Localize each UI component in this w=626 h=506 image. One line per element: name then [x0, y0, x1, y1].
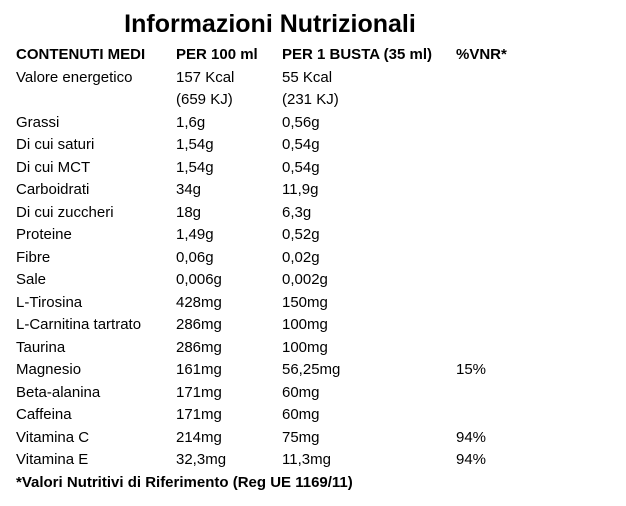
header-cell: CONTENUTI MEDI	[16, 46, 146, 63]
header-cell: %VNR*	[456, 46, 507, 63]
cell: 1,49g	[176, 226, 214, 243]
row-label: Vitamina E	[16, 451, 89, 468]
header-cell: PER 100 ml	[176, 46, 258, 63]
row-label: Caffeina	[16, 406, 72, 423]
cell: 171mg	[176, 383, 222, 401]
cell: 428mg	[176, 293, 222, 311]
row-label: Proteine	[16, 226, 72, 243]
cell: 18g	[176, 203, 202, 221]
row-label: Taurina	[16, 338, 66, 356]
row-label: L-Carnitina tartrato	[16, 316, 142, 333]
cell: 161mg	[176, 361, 222, 378]
cell: 15%	[456, 361, 487, 378]
row-label: Fibre	[16, 248, 51, 266]
cell: 11,3mg	[282, 451, 331, 468]
cell: 55 Kcal	[282, 68, 333, 86]
cell: 94%	[456, 451, 487, 468]
row-label: L-Tirosina	[16, 293, 83, 311]
cell: 32,3mg	[176, 451, 227, 468]
cell: 150mg	[282, 293, 328, 311]
cell: 75mg	[282, 428, 320, 446]
row-label: Di cui saturi	[16, 136, 95, 153]
cell: 6,3g	[282, 203, 312, 221]
cell: 286mg	[176, 316, 222, 333]
row-label: Beta-alanina	[16, 383, 101, 401]
cell: 11,9g	[282, 181, 319, 198]
cell: 0,54g	[282, 158, 320, 176]
row-label: Di cui MCT	[16, 158, 91, 176]
row-label: Magnesio	[16, 361, 82, 378]
title: Informazioni Nutrizionali	[124, 10, 416, 38]
row-label: Vitamina C	[16, 428, 90, 446]
cell: 100mg	[282, 338, 328, 356]
cell: 171mg	[176, 406, 222, 423]
row-label: Carboidrati	[16, 181, 90, 198]
cell: 0,52g	[282, 226, 320, 243]
cell: 60mg	[282, 406, 320, 423]
cell: 0,56g	[282, 113, 320, 131]
cell: 94%	[456, 428, 487, 446]
cell: 0,02g	[282, 248, 320, 266]
cell: 214mg	[176, 428, 222, 446]
row-label: Di cui zuccheri	[16, 203, 114, 221]
cell: 100mg	[282, 316, 328, 333]
row-label: Grassi	[16, 113, 60, 131]
header-cell: PER 1 BUSTA (35 ml)	[282, 46, 433, 63]
cell: 0,06g	[176, 248, 214, 266]
cell: (231 KJ)	[282, 91, 339, 108]
cell: 286mg	[176, 338, 222, 356]
cell: 56,25mg	[282, 361, 341, 378]
cell: 34g	[176, 181, 202, 198]
cell: 0,006g	[176, 271, 222, 288]
cell: 60mg	[282, 383, 320, 401]
cell: 157 Kcal	[176, 68, 235, 86]
cell: 1,6g	[176, 113, 206, 131]
footnote: *Valori Nutritivi di Riferimento (Reg UE…	[16, 473, 353, 491]
row-label: Sale	[16, 271, 47, 288]
row-label: Valore energetico	[16, 68, 133, 86]
cell: 1,54g	[176, 158, 214, 176]
cell: 1,54g	[176, 136, 214, 153]
cell: (659 KJ)	[176, 91, 233, 108]
cell: 0,002g	[282, 271, 328, 288]
cell: 0,54g	[282, 136, 320, 153]
